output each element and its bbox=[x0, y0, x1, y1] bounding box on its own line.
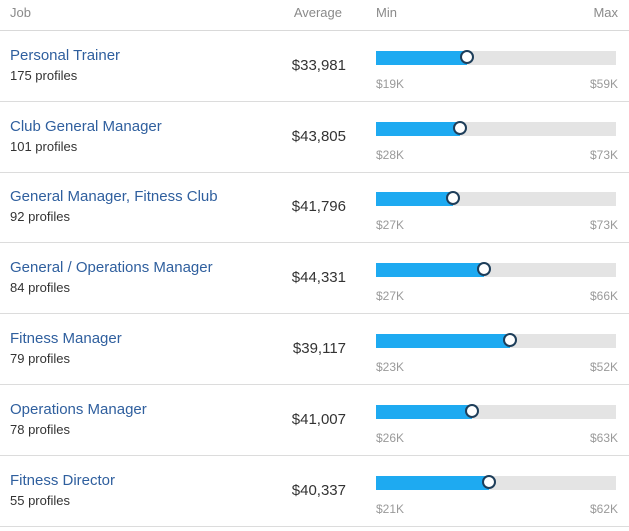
job-title-link[interactable]: Club General Manager bbox=[10, 118, 162, 135]
min-salary: $27K bbox=[376, 218, 405, 232]
profile-count: 101 profiles bbox=[10, 139, 78, 154]
salary-range-fill bbox=[376, 263, 484, 277]
average-marker-icon bbox=[503, 333, 517, 347]
job-title-link[interactable]: Fitness Director bbox=[10, 472, 116, 489]
profile-count: 175 profiles bbox=[10, 68, 78, 83]
table-row: Operations Manager 78 profiles $41,007 $26K… bbox=[0, 385, 629, 456]
table-row: Club General Manager 101 profiles $43,805 $… bbox=[0, 102, 629, 173]
max-salary: $59K bbox=[589, 77, 618, 91]
max-salary: $52K bbox=[589, 360, 618, 374]
average-salary: $41,007 bbox=[291, 411, 346, 428]
average-salary: $40,337 bbox=[291, 482, 346, 499]
min-salary: $28K bbox=[376, 148, 405, 162]
salary-range-fill bbox=[376, 334, 510, 348]
min-salary: $27K bbox=[376, 289, 405, 303]
average-salary: $41,796 bbox=[291, 198, 346, 215]
profile-count: 78 profiles bbox=[10, 422, 70, 437]
average-salary: $43,805 bbox=[291, 128, 346, 145]
table-row: General Manager, Fitness Club 92 profiles… bbox=[0, 172, 629, 243]
job-title-link[interactable]: General Manager, Fitness Club bbox=[10, 188, 218, 205]
average-marker-icon bbox=[465, 404, 479, 418]
table-row: Fitness Manager 79 profiles $39,117 $23K $52… bbox=[0, 314, 629, 385]
table-row: General / Operations Manager 84 profiles $… bbox=[0, 243, 629, 314]
min-salary: $26K bbox=[376, 431, 405, 445]
salary-range-fill bbox=[376, 476, 489, 490]
job-title-link[interactable]: Fitness Manager bbox=[10, 330, 122, 347]
table-row: Personal Trainer 175 profiles $33,981 $19K $… bbox=[0, 31, 629, 102]
salary-range-bar bbox=[376, 404, 616, 419]
profile-count: 92 profiles bbox=[10, 209, 70, 224]
table-row: Fitness Director 55 profiles $40,337 $21K $6… bbox=[0, 456, 629, 527]
average-marker-icon bbox=[446, 191, 460, 205]
average-salary: $39,117 bbox=[292, 340, 346, 357]
header-average: Average bbox=[293, 5, 342, 20]
salary-range-fill bbox=[376, 192, 453, 206]
max-salary: $62K bbox=[589, 502, 618, 516]
salary-range-fill bbox=[376, 51, 467, 65]
salary-range-bar bbox=[376, 50, 616, 65]
salary-range-bar bbox=[376, 262, 616, 277]
average-marker-icon bbox=[453, 121, 467, 135]
job-title-link[interactable]: General / Operations Manager bbox=[10, 259, 213, 276]
average-marker-icon bbox=[482, 475, 496, 489]
max-salary: $66K bbox=[589, 289, 618, 303]
profile-count: 79 profiles bbox=[10, 351, 70, 366]
salary-range-bar bbox=[376, 191, 616, 206]
min-salary: $19K bbox=[376, 77, 405, 91]
min-salary: $21K bbox=[376, 502, 405, 516]
header-max: Max bbox=[593, 5, 618, 20]
average-marker-icon bbox=[477, 262, 491, 276]
salary-range-fill bbox=[376, 405, 472, 419]
header-job: Job bbox=[10, 5, 31, 20]
average-salary: $33,981 bbox=[291, 57, 346, 74]
table-header: Job Average Min Max bbox=[0, 0, 629, 31]
max-salary: $63K bbox=[589, 431, 618, 445]
salary-range-bar bbox=[376, 121, 616, 136]
min-salary: $23K bbox=[376, 360, 405, 374]
job-title-link[interactable]: Operations Manager bbox=[10, 401, 147, 418]
profile-count: 55 profiles bbox=[10, 493, 70, 508]
max-salary: $73K bbox=[589, 218, 618, 232]
job-title-link[interactable]: Personal Trainer bbox=[10, 47, 121, 64]
max-salary: $73K bbox=[589, 148, 618, 162]
average-marker-icon bbox=[460, 50, 474, 64]
header-min: Min bbox=[376, 5, 397, 20]
average-salary: $44,331 bbox=[291, 269, 346, 286]
salary-range-bar bbox=[376, 475, 616, 490]
salary-range-fill bbox=[376, 122, 460, 136]
salary-range-bar bbox=[376, 333, 616, 348]
profile-count: 84 profiles bbox=[10, 280, 70, 295]
